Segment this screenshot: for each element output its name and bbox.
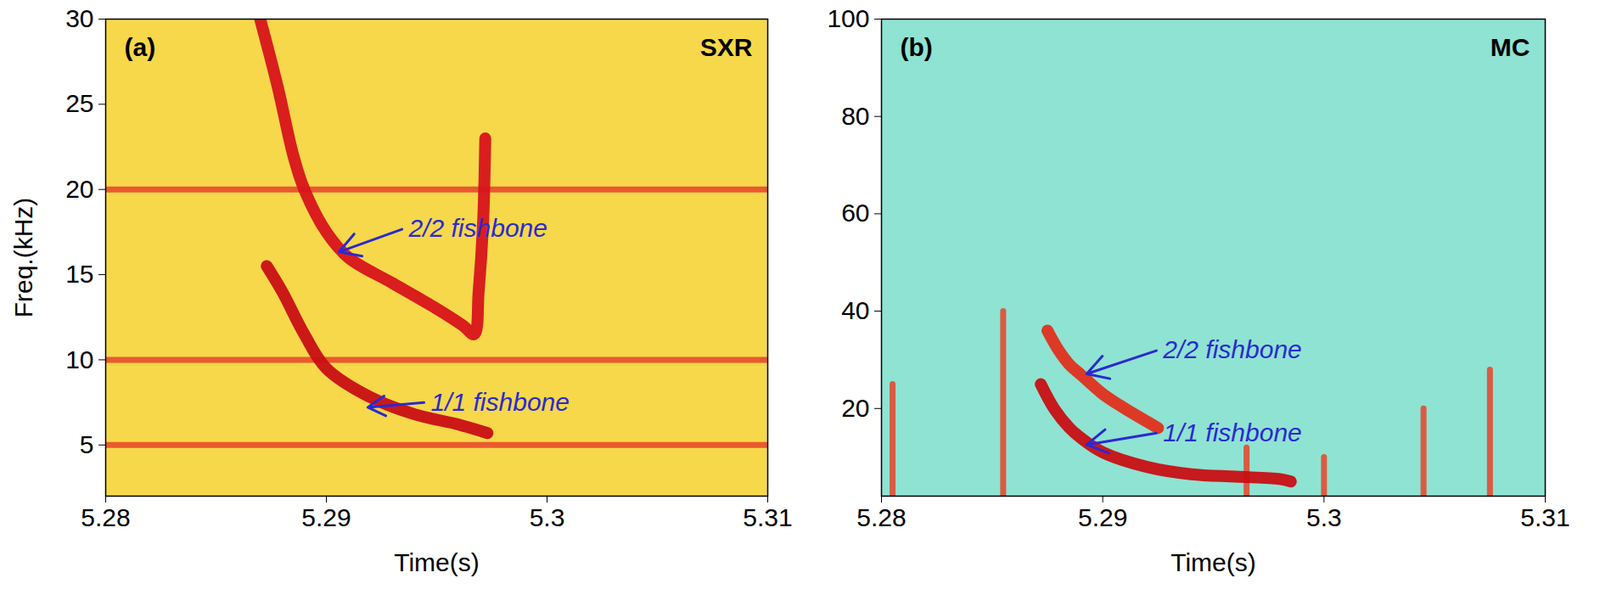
svg-text:30: 30 [65, 4, 94, 33]
svg-text:2/2 fishbone: 2/2 fishbone [1162, 335, 1302, 364]
svg-text:5.3: 5.3 [1306, 503, 1342, 532]
svg-text:1/1 fishbone: 1/1 fishbone [431, 387, 570, 416]
svg-text:1/1 fishbone: 1/1 fishbone [1162, 418, 1302, 447]
svg-text:80: 80 [841, 101, 870, 130]
svg-text:(b): (b) [900, 33, 933, 62]
svg-text:5.28: 5.28 [80, 503, 130, 532]
svg-text:SXR: SXR [700, 33, 753, 62]
svg-text:40: 40 [841, 296, 870, 325]
svg-text:Freq.(kHz): Freq.(kHz) [9, 197, 38, 319]
svg-text:60: 60 [841, 198, 870, 227]
svg-text:Time(s): Time(s) [1170, 548, 1257, 577]
svg-text:5.29: 5.29 [1077, 503, 1128, 532]
svg-text:20: 20 [841, 393, 870, 422]
svg-text:Time(s): Time(s) [393, 548, 480, 577]
svg-text:100: 100 [826, 4, 870, 33]
svg-text:(a): (a) [124, 33, 157, 62]
svg-text:5: 5 [79, 430, 95, 459]
svg-text:15: 15 [65, 259, 94, 288]
svg-text:5.3: 5.3 [529, 503, 566, 532]
svg-text:5.28: 5.28 [856, 503, 906, 532]
svg-text:MC: MC [1490, 33, 1531, 62]
svg-text:5.31: 5.31 [1520, 503, 1570, 532]
svg-text:20: 20 [65, 174, 94, 203]
svg-text:10: 10 [65, 345, 94, 374]
svg-text:5.29: 5.29 [301, 503, 351, 532]
svg-text:2/2 fishbone: 2/2 fishbone [408, 213, 548, 242]
svg-text:25: 25 [65, 89, 94, 118]
svg-text:5.31: 5.31 [742, 503, 792, 532]
